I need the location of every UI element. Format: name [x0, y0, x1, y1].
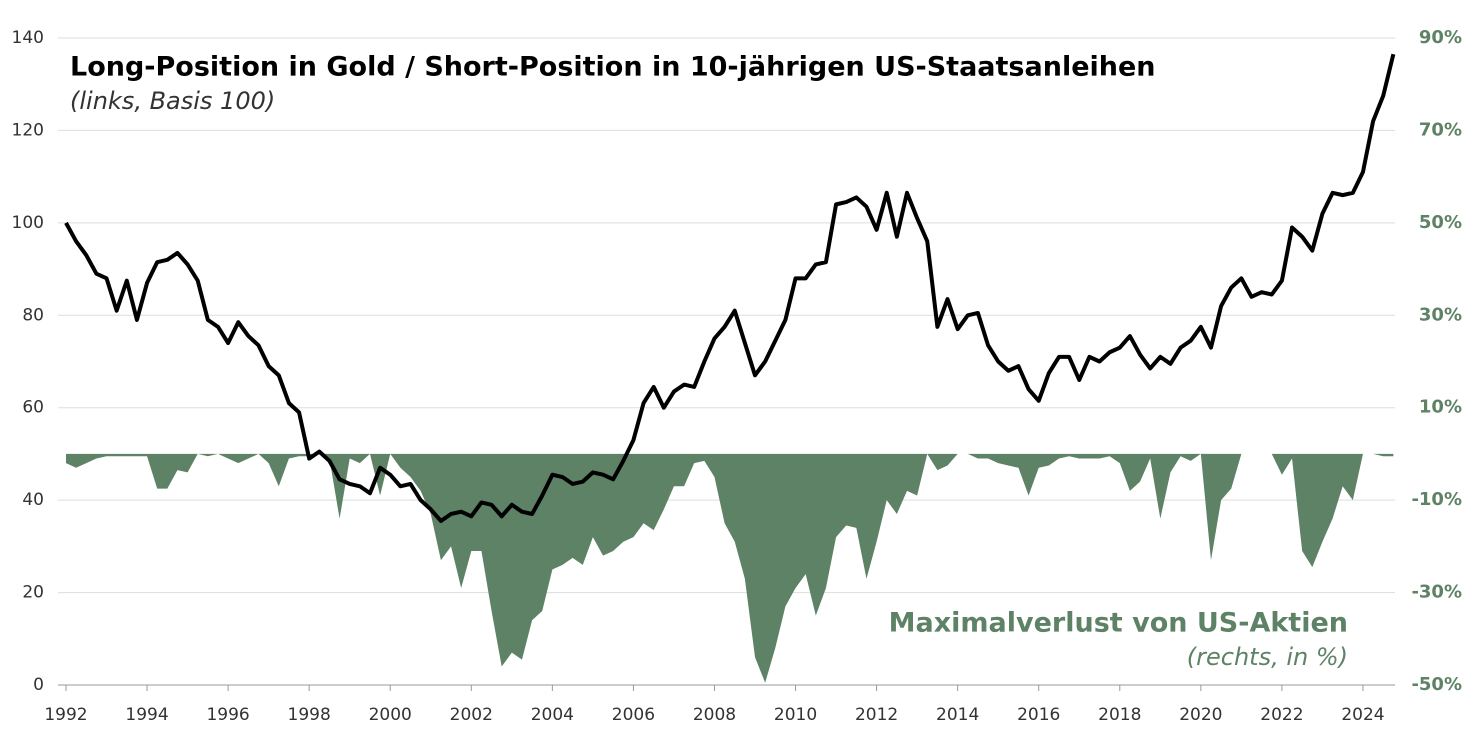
y-tick-label: 0 [33, 675, 44, 695]
x-tick-label: 2014 [936, 705, 979, 725]
x-tick-label: 1998 [288, 705, 331, 725]
area [66, 453, 1394, 683]
x-tick-label: 1996 [206, 705, 249, 725]
y-tick-label: 80 [22, 305, 44, 325]
y-tick-label: 100 [12, 213, 44, 233]
x-tick-label: 2016 [1017, 705, 1060, 725]
y-tick-label: 120 [12, 120, 44, 140]
x-tick-label: 1992 [44, 705, 87, 725]
y2-tick-label: 70% [1419, 119, 1462, 140]
y2-tick-label: -50% [1411, 674, 1462, 695]
y2-tick-label: 90% [1419, 27, 1462, 48]
y-tick-label: 140 [12, 28, 44, 48]
y2-tick-label: 30% [1419, 304, 1462, 325]
y2-tick-label: 50% [1419, 212, 1462, 233]
x-tick-label: 2022 [1260, 705, 1303, 725]
x-tick-label: 2002 [450, 705, 493, 725]
x-tick-label: 2010 [774, 705, 817, 725]
y-tick-label: 40 [22, 490, 44, 510]
x-tick-label: 2020 [1179, 705, 1222, 725]
x-tick-label: 2000 [369, 705, 412, 725]
y2-tick-label: -30% [1411, 582, 1462, 603]
grid [58, 37, 1395, 686]
x-tick-label: 2004 [531, 705, 574, 725]
y2-tick-label: 10% [1419, 397, 1462, 418]
area-series-note: (rechts, in %) [1187, 643, 1348, 671]
x-tick-label: 2024 [1341, 705, 1384, 725]
line-series-title: Long-Position in Gold / Short-Position i… [70, 52, 1156, 83]
y-tick-label: 60 [22, 398, 44, 418]
area-series-title: Maximalverlust von US-Aktien [889, 608, 1348, 639]
y2-tick-label: -10% [1411, 489, 1462, 510]
line [64, 53, 1396, 523]
x-tick-label: 2012 [855, 705, 898, 725]
x-tick-label: 2006 [612, 705, 655, 725]
y-tick-label: 20 [22, 583, 44, 603]
line-series-note: (links, Basis 100) [70, 87, 275, 115]
plot-area: 0 20 40 60 80 100 120 140 -50% -30% -10% 10% 30% 50% 7… [12, 27, 1462, 725]
x-tick-label: 2008 [693, 705, 736, 725]
x-tick-label: 2018 [1098, 705, 1141, 725]
x-tick-label: 1994 [125, 705, 168, 725]
